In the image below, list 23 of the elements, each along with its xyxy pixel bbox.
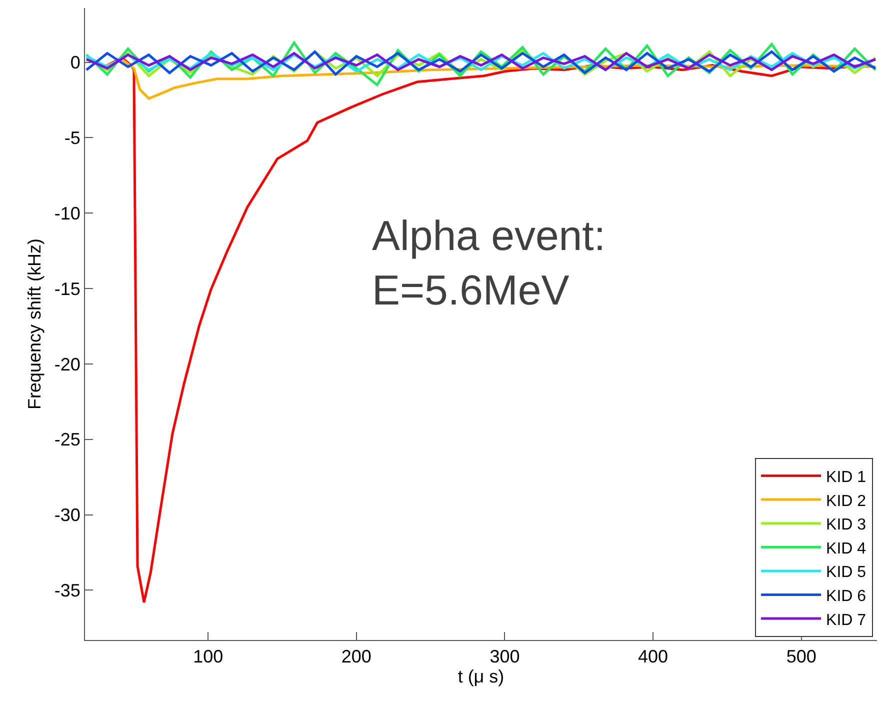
x-axis-title: t (μ s) — [458, 666, 504, 687]
y-tick-label: -30 — [54, 505, 80, 526]
y-tick-label: -20 — [54, 354, 80, 374]
legend-label: KID 4 — [826, 540, 866, 558]
annotation: Alpha event: E=5.6MeV — [372, 212, 606, 314]
y-axis-title: Frequency shift (kHz) — [24, 238, 45, 410]
legend-label: KID 6 — [826, 588, 866, 605]
x-tick-label: 100 — [193, 646, 224, 667]
y-tick-label: -25 — [54, 430, 80, 450]
legend-label: KID 3 — [826, 516, 866, 534]
legend-label: KID 1 — [826, 468, 866, 486]
y-tick-label: -35 — [54, 580, 80, 601]
x-tick-label: 300 — [490, 646, 520, 667]
x-tick-label: 500 — [786, 646, 816, 667]
y-tick-label: -5 — [64, 128, 80, 148]
legend-label: KID 7 — [826, 612, 866, 629]
y-tick-label: -10 — [54, 203, 80, 224]
legend-label: KID 5 — [826, 564, 866, 582]
x-tick-label: 400 — [638, 646, 668, 667]
legend-label: KID 2 — [826, 492, 866, 510]
y-tick-label: -15 — [54, 278, 80, 299]
x-tick-label: 200 — [341, 646, 372, 667]
y-tick-label: 0 — [70, 52, 80, 73]
